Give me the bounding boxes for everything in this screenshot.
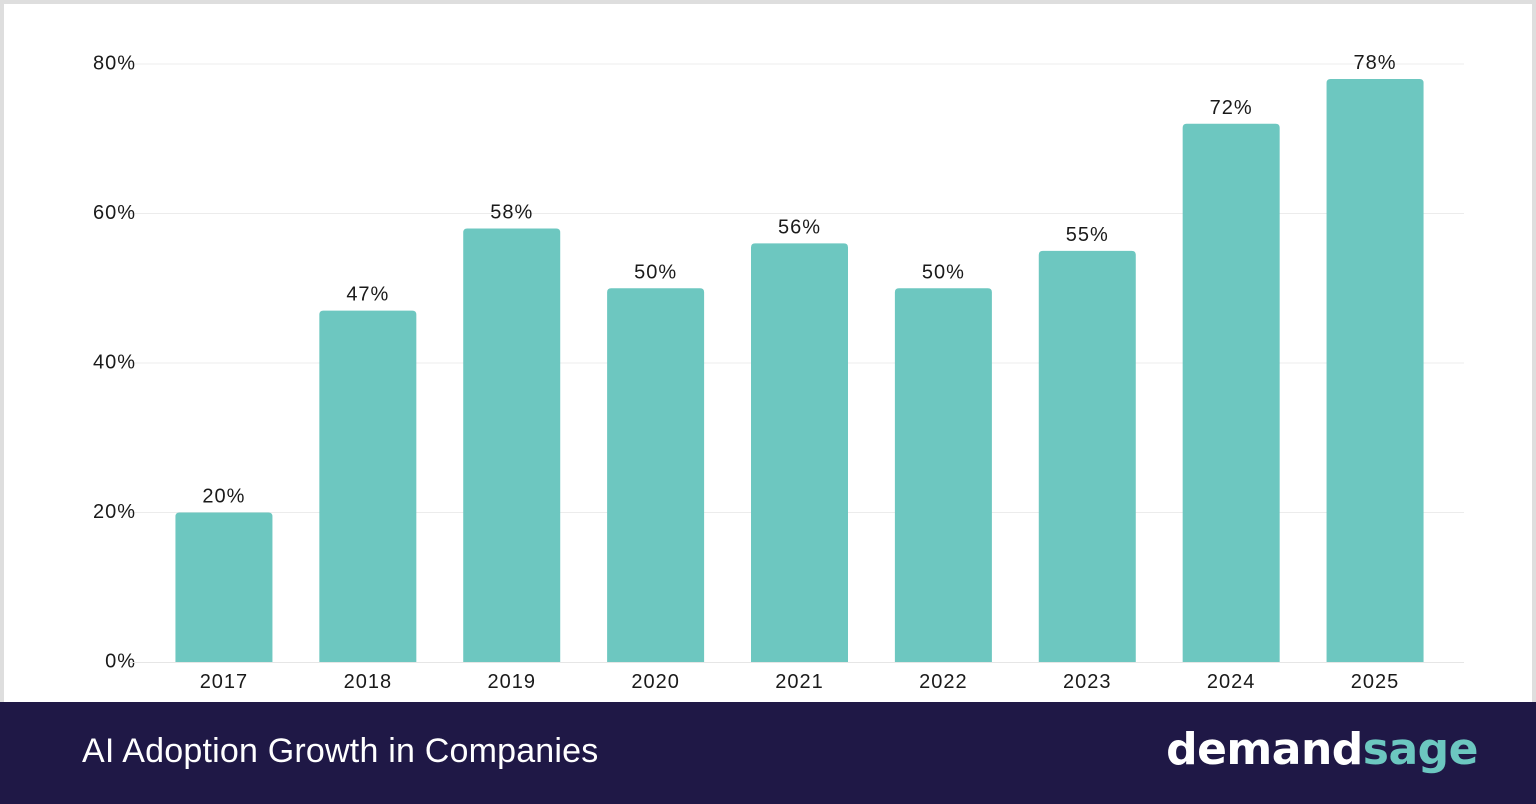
data-label: 20% (202, 486, 245, 508)
x-tick-label: 2022 (919, 671, 968, 693)
data-label: 50% (634, 261, 677, 283)
brand-name-part1: demand (1166, 724, 1363, 775)
data-label: 47% (346, 284, 389, 306)
x-tick-label: 2025 (1351, 671, 1400, 693)
x-tick-label: 2019 (487, 671, 536, 693)
bar (1326, 78, 1424, 662)
x-tick-label: 2018 (344, 671, 393, 693)
bar (463, 228, 561, 662)
x-tick-label: 2021 (775, 671, 824, 693)
bar (175, 512, 273, 662)
data-label: 78% (1354, 52, 1397, 74)
data-label: 58% (490, 201, 533, 223)
bar (894, 288, 992, 662)
bar-chart: 0% 20% 40% 60% 80% 20% 2017 47% 2018 58% 2019 50% 20… (93, 52, 1464, 693)
x-tick-label: 2017 (200, 671, 249, 693)
x-tick-label: 2020 (631, 671, 680, 693)
bar (607, 288, 705, 662)
y-tick-label: 80% (93, 52, 136, 74)
y-tick-label: 60% (93, 202, 136, 224)
y-tick-label: 40% (93, 351, 136, 373)
data-label: 72% (1210, 97, 1253, 119)
data-label: 50% (922, 261, 965, 283)
y-tick-label: 20% (93, 501, 136, 523)
bar (1038, 250, 1136, 662)
data-label: 56% (778, 216, 821, 238)
footer-bar: AI Adoption Growth in Companies demandsa… (0, 702, 1536, 804)
x-tick-label: 2024 (1207, 671, 1256, 693)
data-label: 55% (1066, 224, 1109, 246)
bar (319, 310, 417, 662)
chart-title: AI Adoption Growth in Companies (82, 732, 599, 770)
x-tick-label: 2023 (1063, 671, 1112, 693)
brand-logo: demandsage (1166, 724, 1478, 775)
brand-name-part2: sage (1362, 724, 1479, 775)
bar (751, 243, 848, 662)
y-tick-label: 0% (105, 650, 136, 672)
bar (1182, 123, 1280, 663)
